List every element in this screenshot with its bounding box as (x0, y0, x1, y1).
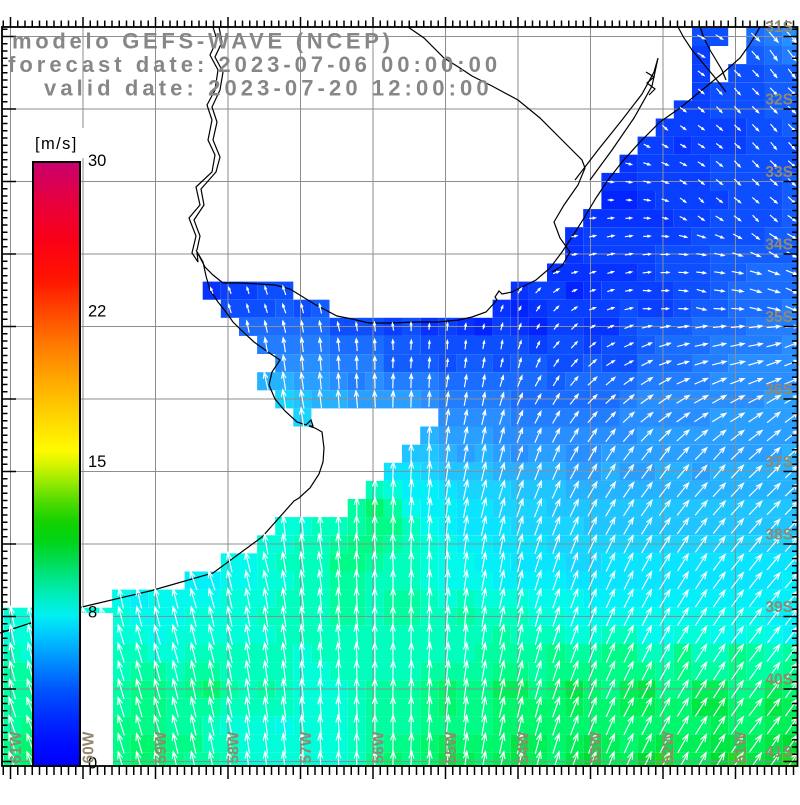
svg-text:30: 30 (88, 152, 106, 170)
svg-text:[m/s]: [m/s] (35, 135, 78, 153)
svg-text:53W: 53W (588, 731, 605, 763)
svg-text:57W: 57W (298, 731, 315, 763)
svg-text:33S: 33S (765, 164, 793, 181)
svg-text:0: 0 (88, 755, 97, 773)
svg-text:60W: 60W (81, 731, 98, 763)
svg-text:61W: 61W (8, 731, 25, 763)
svg-text:35S: 35S (765, 309, 793, 326)
svg-text:valid date: 2023-07-20 12:00:0: valid date: 2023-07-20 12:00:00 (44, 76, 493, 101)
svg-text:39S: 39S (765, 599, 793, 616)
svg-text:32S: 32S (765, 92, 793, 109)
svg-text:36S: 36S (765, 382, 793, 399)
svg-text:55W: 55W (443, 731, 460, 763)
svg-text:forecast date: 2023-07-06 00:0: forecast date: 2023-07-06 00:00:00 (8, 52, 501, 77)
svg-text:modelo GEFS-WAVE (NCEP): modelo GEFS-WAVE (NCEP) (12, 29, 394, 54)
svg-text:37S: 37S (765, 454, 793, 471)
svg-text:31S: 31S (765, 19, 793, 36)
svg-text:54W: 54W (516, 731, 533, 763)
svg-text:34S: 34S (765, 237, 793, 254)
svg-text:41S: 41S (765, 744, 793, 761)
svg-text:56W: 56W (371, 731, 388, 763)
svg-text:59W: 59W (153, 731, 170, 763)
svg-text:38S: 38S (765, 527, 793, 544)
svg-text:51W: 51W (733, 731, 750, 763)
svg-text:15: 15 (88, 453, 106, 471)
svg-text:22: 22 (88, 303, 106, 321)
svg-text:58W: 58W (226, 731, 243, 763)
svg-text:40S: 40S (765, 672, 793, 689)
svg-text:52W: 52W (661, 731, 678, 763)
svg-text:8: 8 (88, 604, 97, 622)
